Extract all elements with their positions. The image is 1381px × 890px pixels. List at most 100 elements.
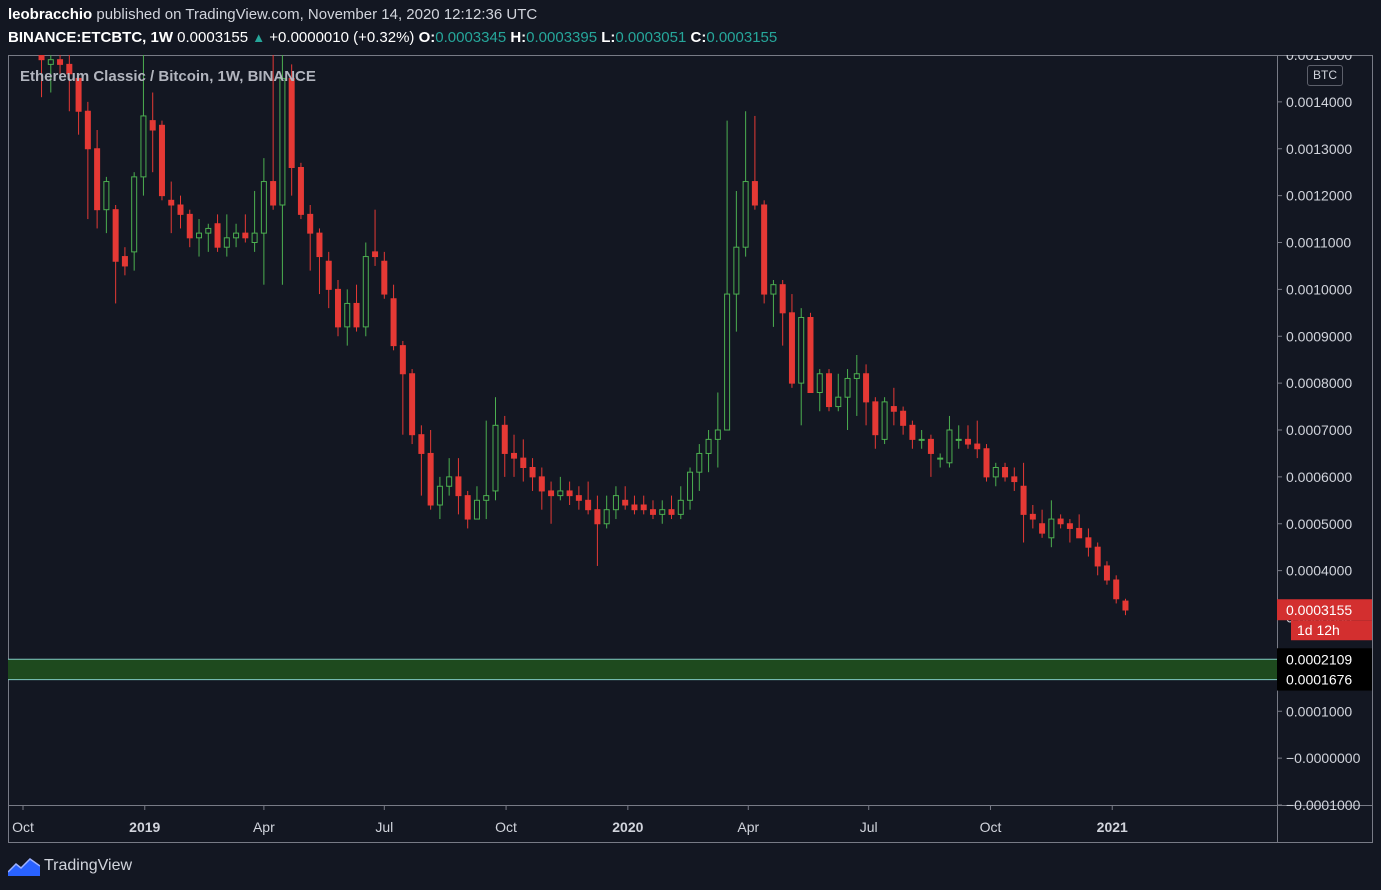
candle[interactable] xyxy=(575,486,582,510)
candle[interactable] xyxy=(798,308,805,426)
candle[interactable] xyxy=(344,289,351,346)
candle[interactable] xyxy=(779,280,786,346)
candle[interactable] xyxy=(177,195,184,229)
candle[interactable] xyxy=(733,190,740,332)
candle[interactable] xyxy=(140,55,147,196)
candle[interactable] xyxy=(297,162,304,220)
candle[interactable] xyxy=(937,453,944,468)
candle[interactable] xyxy=(270,55,277,210)
candle[interactable] xyxy=(649,500,656,520)
candle[interactable] xyxy=(964,425,971,449)
candle[interactable] xyxy=(47,55,54,93)
candle[interactable] xyxy=(566,481,573,505)
candle[interactable] xyxy=(409,369,416,445)
candle[interactable] xyxy=(205,223,212,252)
candle[interactable] xyxy=(659,500,666,524)
candle[interactable] xyxy=(1085,528,1092,557)
candle[interactable] xyxy=(57,55,64,74)
candle[interactable] xyxy=(436,476,443,520)
candle[interactable] xyxy=(992,462,999,487)
candle[interactable] xyxy=(372,209,379,266)
candle[interactable] xyxy=(724,120,731,431)
candle[interactable] xyxy=(353,284,360,332)
candle[interactable] xyxy=(399,340,406,435)
candle[interactable] xyxy=(38,55,45,98)
candle[interactable] xyxy=(66,55,73,112)
candle[interactable] xyxy=(742,111,749,257)
candle[interactable] xyxy=(687,467,694,510)
candle[interactable] xyxy=(427,430,434,510)
candle[interactable] xyxy=(455,458,462,515)
candle[interactable] xyxy=(751,115,758,210)
candle[interactable] xyxy=(1011,467,1018,491)
candle[interactable] xyxy=(1076,514,1083,539)
candle[interactable] xyxy=(640,495,647,515)
candle[interactable] xyxy=(520,439,527,482)
candle[interactable] xyxy=(316,228,323,295)
candle[interactable] xyxy=(909,420,916,449)
candle[interactable] xyxy=(362,242,369,337)
candlestick-chart[interactable]: 0.0015000 0.0014000 0.0013000 0.0012000 0.00… xyxy=(8,55,1373,843)
candle[interactable] xyxy=(872,397,879,449)
candle[interactable] xyxy=(84,101,91,220)
candle[interactable] xyxy=(631,495,638,515)
candle[interactable] xyxy=(251,190,258,252)
candle[interactable] xyxy=(835,373,842,412)
candle[interactable] xyxy=(121,247,128,276)
candle[interactable] xyxy=(668,495,675,520)
candle[interactable] xyxy=(260,158,267,285)
candle[interactable] xyxy=(1029,505,1036,529)
candle[interactable] xyxy=(1122,598,1129,616)
candle[interactable] xyxy=(890,387,897,426)
candle[interactable] xyxy=(1094,542,1101,576)
candle[interactable] xyxy=(714,392,721,468)
candle[interactable] xyxy=(585,481,592,515)
candle[interactable] xyxy=(418,425,425,496)
candle[interactable] xyxy=(511,434,518,477)
candle[interactable] xyxy=(307,205,314,271)
candle[interactable] xyxy=(538,467,545,510)
candle[interactable] xyxy=(1020,462,1027,543)
candle[interactable] xyxy=(881,397,888,445)
candle[interactable] xyxy=(75,73,82,135)
candle[interactable] xyxy=(233,223,240,248)
candle[interactable] xyxy=(103,176,110,234)
candle[interactable] xyxy=(1066,519,1073,543)
candle[interactable] xyxy=(612,486,619,520)
candle[interactable] xyxy=(983,444,990,482)
candle[interactable] xyxy=(196,219,203,257)
candle[interactable] xyxy=(594,495,601,566)
candle[interactable] xyxy=(548,481,555,524)
candle[interactable] xyxy=(214,214,221,252)
candle[interactable] xyxy=(816,369,823,412)
candle[interactable] xyxy=(826,369,833,412)
candle[interactable] xyxy=(381,251,388,299)
candle[interactable] xyxy=(844,369,851,430)
candle[interactable] xyxy=(807,312,814,393)
author-name[interactable]: leobracchio xyxy=(8,6,93,23)
candle[interactable] xyxy=(788,294,795,388)
candle[interactable] xyxy=(761,200,768,304)
candle[interactable] xyxy=(1057,514,1064,529)
candle[interactable] xyxy=(279,55,286,285)
candle[interactable] xyxy=(974,420,981,459)
candle[interactable] xyxy=(1048,500,1055,548)
candle[interactable] xyxy=(168,181,175,234)
candle[interactable] xyxy=(1002,462,1009,482)
candle[interactable] xyxy=(770,280,777,327)
candle[interactable] xyxy=(696,444,703,491)
candle[interactable] xyxy=(158,120,165,201)
candle[interactable] xyxy=(186,209,193,248)
candle[interactable] xyxy=(927,434,934,477)
unit-label[interactable]: BTC xyxy=(1307,65,1343,86)
candle[interactable] xyxy=(557,476,564,501)
candle[interactable] xyxy=(464,490,471,529)
candle[interactable] xyxy=(1039,509,1046,538)
candle[interactable] xyxy=(473,486,480,520)
support-zone[interactable] xyxy=(8,659,1277,680)
candle[interactable] xyxy=(242,214,249,243)
candle[interactable] xyxy=(94,130,101,229)
candle[interactable] xyxy=(853,355,860,416)
candle[interactable] xyxy=(131,172,138,271)
candle[interactable] xyxy=(955,425,962,449)
